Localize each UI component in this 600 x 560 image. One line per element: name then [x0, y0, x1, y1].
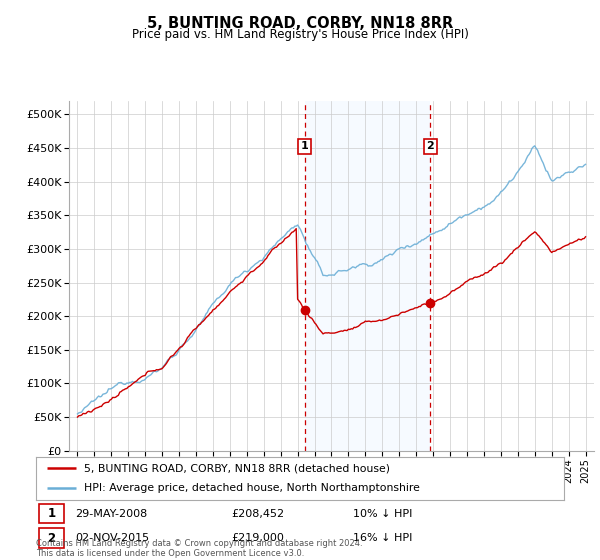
Text: HPI: Average price, detached house, North Northamptonshire: HPI: Average price, detached house, Nort…: [83, 483, 419, 493]
Bar: [305, 101, 430, 451]
Text: £208,452: £208,452: [232, 508, 284, 519]
Text: 29-MAY-2008: 29-MAY-2008: [76, 508, 148, 519]
Text: 1: 1: [301, 141, 308, 151]
Text: 2: 2: [47, 531, 55, 545]
Text: 1: 1: [47, 507, 55, 520]
Text: 5, BUNTING ROAD, CORBY, NN18 8RR (detached house): 5, BUNTING ROAD, CORBY, NN18 8RR (detach…: [83, 464, 389, 473]
Text: 16% ↓ HPI: 16% ↓ HPI: [353, 533, 412, 543]
Text: £219,000: £219,000: [232, 533, 284, 543]
Text: 02-NOV-2015: 02-NOV-2015: [76, 533, 150, 543]
Text: 10% ↓ HPI: 10% ↓ HPI: [353, 508, 412, 519]
FancyBboxPatch shape: [38, 528, 64, 548]
Text: 2: 2: [427, 141, 434, 151]
Text: Contains HM Land Registry data © Crown copyright and database right 2024.
This d: Contains HM Land Registry data © Crown c…: [36, 539, 362, 558]
Text: 5, BUNTING ROAD, CORBY, NN18 8RR: 5, BUNTING ROAD, CORBY, NN18 8RR: [147, 16, 453, 31]
Text: Price paid vs. HM Land Registry's House Price Index (HPI): Price paid vs. HM Land Registry's House …: [131, 28, 469, 41]
FancyBboxPatch shape: [38, 503, 64, 524]
